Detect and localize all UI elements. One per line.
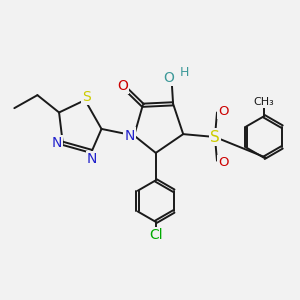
Text: H: H: [180, 66, 189, 79]
Text: O: O: [163, 71, 174, 85]
Text: S: S: [210, 130, 220, 145]
Text: O: O: [218, 156, 229, 169]
Text: N: N: [87, 152, 98, 166]
Text: O: O: [218, 104, 229, 118]
Text: S: S: [82, 90, 91, 104]
Text: Cl: Cl: [149, 228, 163, 242]
Text: N: N: [124, 129, 135, 142]
Text: N: N: [51, 136, 62, 150]
Text: CH₃: CH₃: [254, 97, 274, 107]
Text: O: O: [117, 79, 128, 93]
